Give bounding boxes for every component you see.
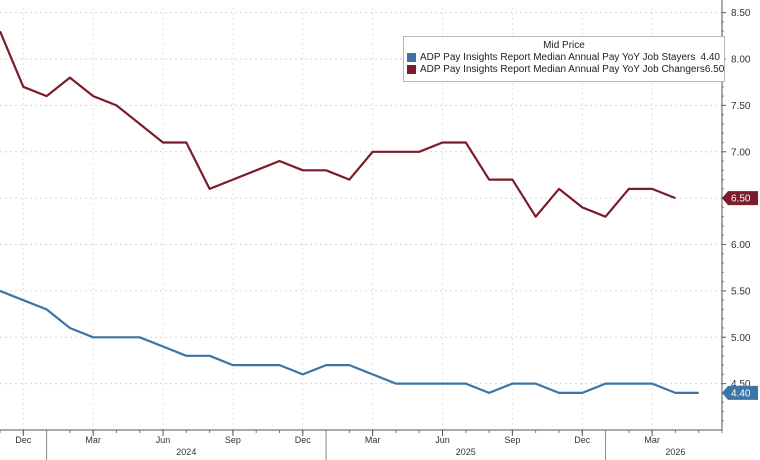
y-tick-label: 8.50 [731, 8, 751, 19]
last-value-label-job-changers: 6.50 [731, 194, 751, 205]
last-value-label-job-stayers: 4.40 [731, 388, 751, 399]
year-label: 2024 [176, 447, 196, 457]
y-tick-label: 5.50 [731, 286, 751, 297]
legend-title: Mid Price [543, 40, 585, 51]
y-tick-label: 6.00 [731, 240, 751, 251]
x-tick-label: Mar [85, 435, 101, 445]
legend-value-job-stayers: 4.40 [700, 51, 720, 63]
x-tick-label: Dec [295, 435, 312, 445]
y-tick-label: 7.50 [731, 101, 751, 112]
y-tick-label: 8.00 [731, 55, 751, 66]
x-tick-label: Mar [644, 435, 660, 445]
last-value-tag-job-changers [722, 191, 758, 206]
last-value-tag-job-stayers [722, 385, 758, 400]
legend-label-job-stayers: ADP Pay Insights Report Median Annual Pa… [420, 51, 696, 63]
x-tick-label: Sep [225, 435, 241, 445]
legend-item-job-changers: ADP Pay Insights Report Median Annual Pa… [407, 63, 724, 75]
y-tick-label: 4.50 [731, 379, 751, 390]
legend-value-job-changers: 6.50 [704, 63, 725, 75]
y-tick-label: 5.00 [731, 333, 751, 344]
x-tick-label: Dec [574, 435, 591, 445]
x-tick-label: Mar [365, 435, 381, 445]
x-tick-label: Jun [156, 435, 171, 445]
legend-swatch-job-stayers [407, 52, 416, 62]
legend-item-job-stayers: ADP Pay Insights Report Median Annual Pa… [407, 51, 724, 63]
x-tick-label: Sep [504, 435, 520, 445]
year-label: 2025 [456, 447, 476, 457]
x-tick-label: Jun [435, 435, 450, 445]
legend: Mid Price ADP Pay Insights Report Median… [403, 36, 725, 82]
x-tick-label: Dec [15, 435, 32, 445]
series-line-job-stayers [0, 289, 699, 394]
series-line-job-changers [0, 30, 676, 218]
legend-swatch-job-changers [407, 64, 416, 74]
legend-label-job-changers: ADP Pay Insights Report Median Annual Pa… [420, 63, 705, 75]
y-tick-label: 7.00 [731, 147, 751, 158]
year-label: 2026 [665, 447, 685, 457]
